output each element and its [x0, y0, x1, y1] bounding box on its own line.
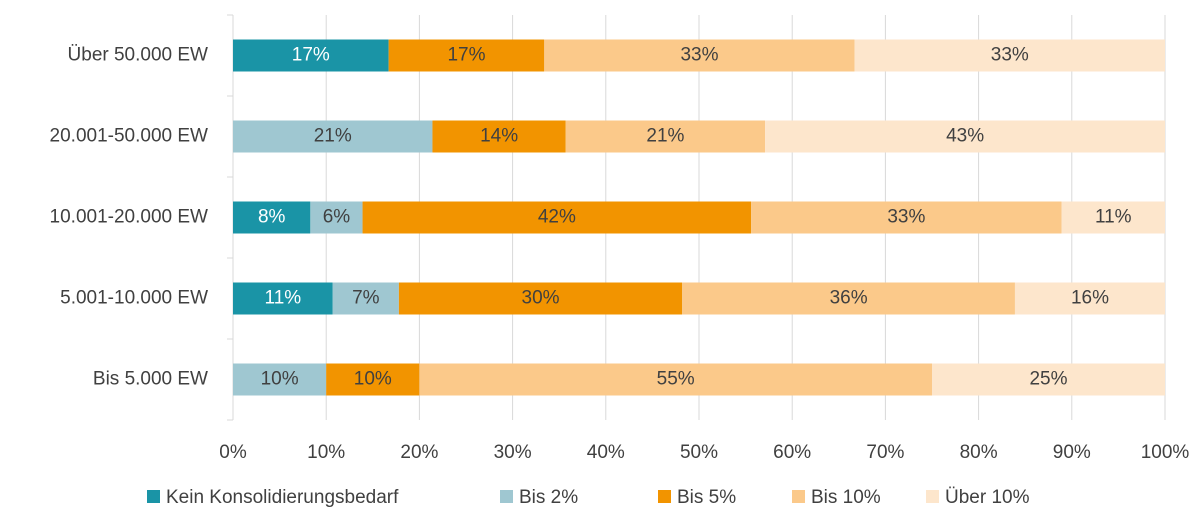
data-label: 33% [680, 45, 718, 66]
legend-label: Bis 5% [677, 487, 736, 508]
data-label: 17% [292, 45, 330, 66]
y-tick-label: 5.001-10.000 EW [60, 288, 208, 309]
x-tick-label: 70% [866, 442, 904, 463]
x-tick-label: 80% [960, 442, 998, 463]
bar-segment [765, 120, 1165, 153]
data-label: 17% [447, 45, 485, 66]
bar-segment [233, 282, 333, 315]
x-tick-label: 10% [307, 442, 345, 463]
data-label: 25% [1029, 369, 1067, 390]
data-label: 10% [354, 369, 392, 390]
bar-segment [932, 363, 1165, 396]
bar-segment [388, 39, 545, 72]
bar-segment [398, 282, 683, 315]
legend-swatch [500, 490, 513, 503]
bar-segment [233, 363, 327, 396]
bar-segment [362, 201, 752, 234]
y-tick-label: 10.001-20.000 EW [50, 207, 209, 228]
data-label: 16% [1071, 288, 1109, 309]
data-label: 11% [265, 288, 302, 309]
bar-segment [682, 282, 1015, 315]
x-tick-label: 20% [400, 442, 438, 463]
bar-segment [1014, 282, 1165, 315]
legend-label: Bis 10% [811, 487, 881, 508]
data-label: 42% [538, 207, 576, 228]
bar-segment [233, 120, 433, 153]
x-tick-label: 40% [587, 442, 625, 463]
y-tick-label: Über 50.000 EW [68, 45, 209, 66]
bar-segment [565, 120, 766, 153]
legend-swatch [792, 490, 805, 503]
legend-label: Bis 2% [519, 487, 578, 508]
data-label: 43% [946, 126, 984, 147]
x-tick-label: 60% [773, 442, 811, 463]
data-label: 33% [887, 207, 925, 228]
data-label: 33% [991, 45, 1029, 66]
bar-segment [233, 39, 389, 72]
legend-label: Über 10% [945, 487, 1030, 508]
data-label: 36% [830, 288, 868, 309]
legend-swatch [926, 490, 939, 503]
data-label: 21% [646, 126, 684, 147]
bar-segment [332, 282, 399, 315]
bar-segment [854, 39, 1165, 72]
data-label: 21% [314, 126, 352, 147]
y-tick-label: Bis 5.000 EW [93, 369, 208, 390]
data-label: 11% [1095, 207, 1132, 228]
bar-segment [432, 120, 566, 153]
data-label: 6% [323, 207, 351, 228]
data-label: 14% [480, 126, 518, 147]
legend-swatch [147, 490, 160, 503]
x-tick-label: 100% [1141, 442, 1190, 463]
y-tick-label: 20.001-50.000 EW [50, 126, 209, 147]
bar-segment [751, 201, 1062, 234]
data-label: 55% [657, 369, 695, 390]
bar-segment [419, 363, 932, 396]
bar-segment [544, 39, 855, 72]
x-tick-label: 30% [494, 442, 532, 463]
data-label: 7% [352, 288, 380, 309]
data-label: 8% [258, 207, 286, 228]
bar-segment [233, 201, 311, 234]
legend-swatch [658, 490, 671, 503]
data-label: 10% [261, 369, 299, 390]
data-label: 30% [522, 288, 560, 309]
bar-segment [326, 363, 420, 396]
x-tick-label: 0% [219, 442, 247, 463]
x-tick-label: 90% [1053, 442, 1091, 463]
legend-label: Kein Konsolidierungsbedarf [166, 487, 399, 508]
bar-segment [1061, 201, 1165, 234]
x-tick-label: 50% [680, 442, 718, 463]
bar-segment [310, 201, 363, 234]
